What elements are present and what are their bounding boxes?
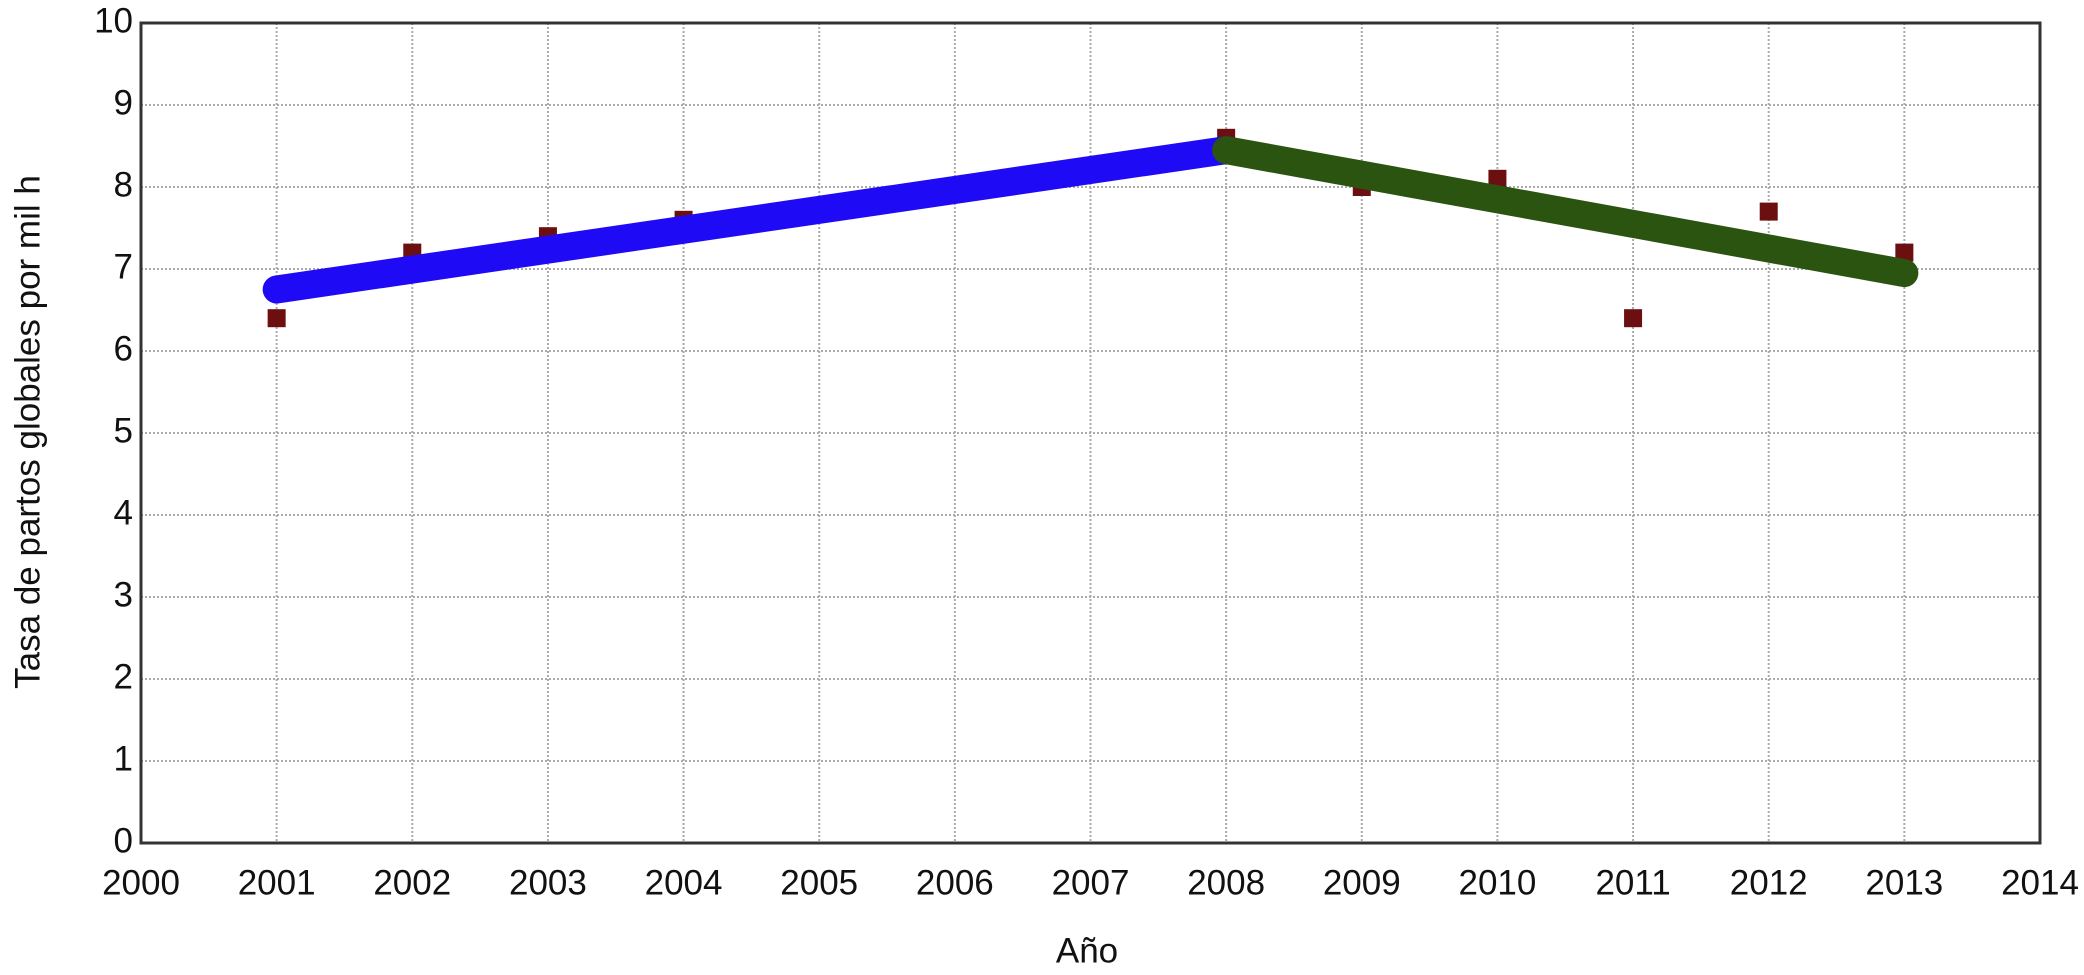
x-tick-label: 2006 bbox=[916, 863, 994, 902]
x-tick-label: 2012 bbox=[1730, 863, 1808, 902]
y-tick-label: 5 bbox=[114, 411, 133, 450]
y-tick-label: 9 bbox=[114, 83, 133, 122]
y-axis-label: Tasa de partos globales por mil h bbox=[8, 175, 47, 689]
y-tick-label: 10 bbox=[94, 1, 133, 40]
x-tick-label: 2004 bbox=[645, 863, 723, 902]
trend-line bbox=[1212, 136, 1919, 288]
y-tick-label: 2 bbox=[114, 657, 133, 696]
trend-line bbox=[262, 136, 1241, 304]
x-tick-label: 2002 bbox=[373, 863, 451, 902]
x-tick-label: 2005 bbox=[780, 863, 858, 902]
y-tick-label: 7 bbox=[114, 247, 133, 286]
point bbox=[1895, 243, 1914, 262]
y-tick-label: 6 bbox=[114, 329, 133, 368]
x-tick-label: 2007 bbox=[1052, 863, 1130, 902]
x-tick-label: 2010 bbox=[1458, 863, 1536, 902]
x-tick-label: 2000 bbox=[102, 863, 180, 902]
x-axis-label: Año bbox=[1056, 931, 1118, 970]
x-tick-label: 2001 bbox=[238, 863, 316, 902]
y-tick-label: 4 bbox=[114, 493, 133, 532]
y-tick-label: 1 bbox=[114, 739, 133, 778]
x-tick-label: 2011 bbox=[1595, 863, 1670, 902]
point bbox=[267, 309, 286, 328]
x-tick-label: 2014 bbox=[2001, 863, 2079, 902]
x-tick-label: 2013 bbox=[1865, 863, 1943, 902]
point bbox=[1488, 169, 1507, 188]
y-tick-label: 0 bbox=[114, 821, 133, 860]
x-tick-label: 2008 bbox=[1187, 863, 1265, 902]
plot-frame bbox=[139, 21, 2042, 845]
point bbox=[1759, 202, 1778, 221]
x-tick-label: 2003 bbox=[509, 863, 587, 902]
point bbox=[1624, 309, 1643, 328]
y-tick-label: 3 bbox=[114, 575, 133, 614]
y-tick-label: 8 bbox=[114, 165, 133, 204]
x-tick-label: 2009 bbox=[1323, 863, 1401, 902]
